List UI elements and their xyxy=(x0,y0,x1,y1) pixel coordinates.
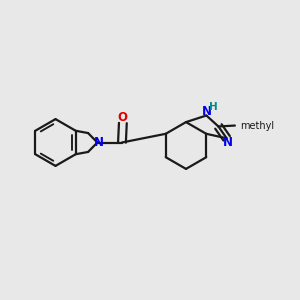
Text: H: H xyxy=(208,102,217,112)
Text: N: N xyxy=(94,136,103,149)
Text: methyl: methyl xyxy=(240,121,274,130)
Text: O: O xyxy=(118,111,128,124)
Text: N: N xyxy=(202,105,212,118)
Text: N: N xyxy=(223,136,232,149)
